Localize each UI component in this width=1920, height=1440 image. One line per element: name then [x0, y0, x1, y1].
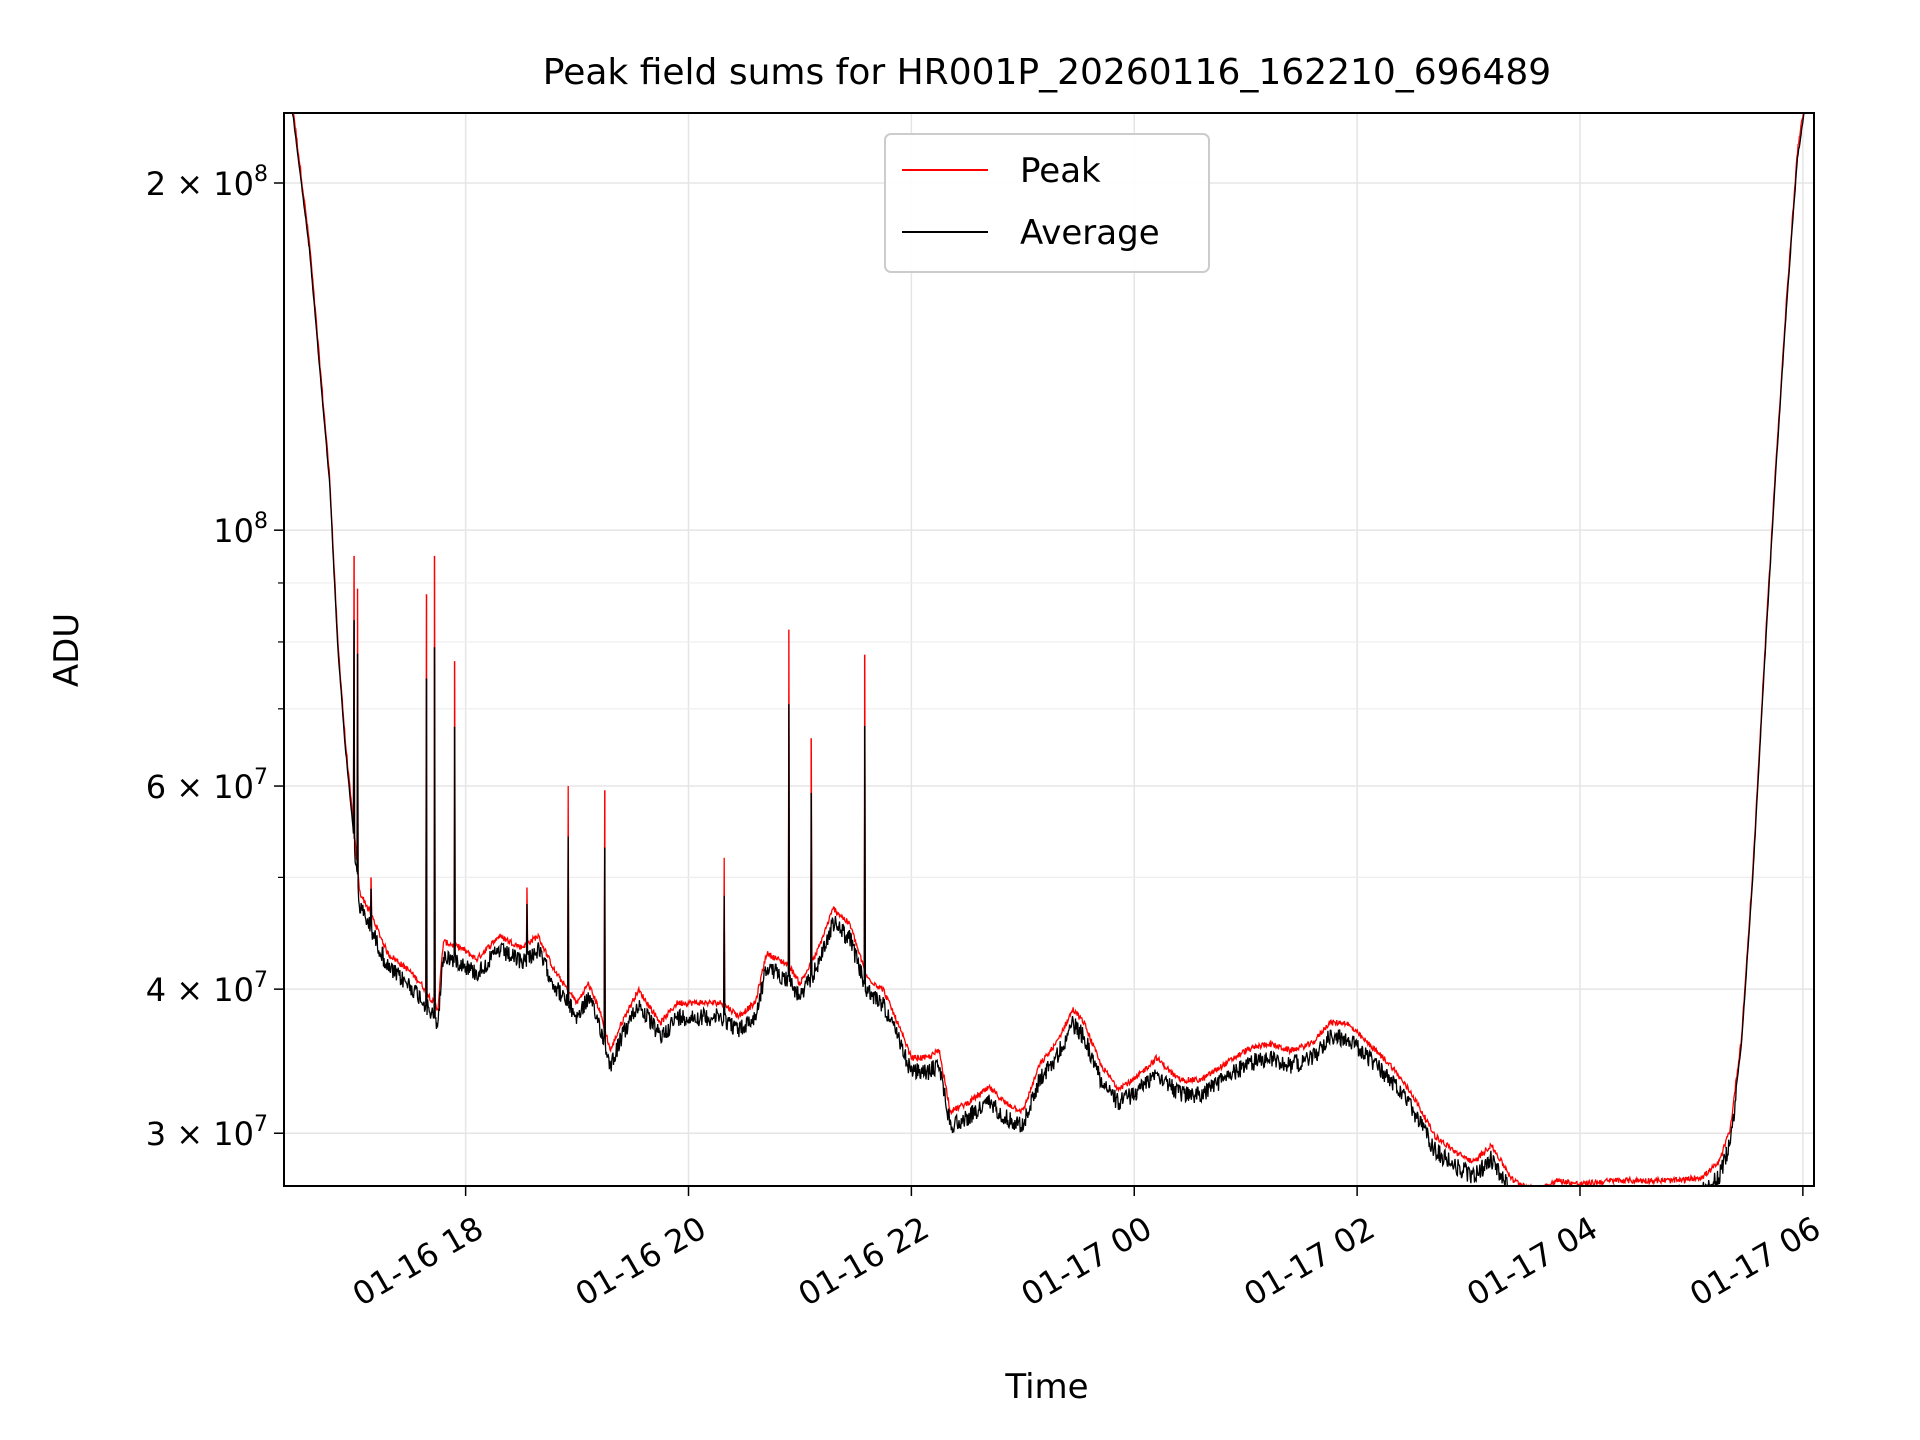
y-tick-label-base: 10 [213, 512, 254, 550]
legend-label-average: Average [1020, 213, 1160, 253]
legend: Peak Average [884, 133, 1210, 273]
legend-label-peak: Peak [1020, 151, 1101, 191]
y-tick-label: 4 × 107 [146, 968, 268, 1009]
series-layer [291, 113, 1805, 1186]
y-tick-label-base: 4 × 10 [146, 971, 254, 1009]
y-tick-label-base: 2 × 10 [146, 165, 254, 203]
y-tick-label: 108 [213, 509, 268, 550]
y-tick-label-exponent: 7 [254, 765, 268, 790]
y-tick-label-exponent: 8 [254, 509, 268, 534]
series-line-average [291, 113, 1805, 1186]
y-tick-label-base: 6 × 10 [146, 768, 254, 806]
legend-box [884, 133, 1210, 273]
gridlines [284, 113, 1814, 1186]
x-axis-label: Time [1004, 1367, 1088, 1407]
y-tick-label-exponent: 7 [254, 968, 268, 993]
y-tick-label: 3 × 107 [146, 1112, 268, 1153]
y-tick-label: 6 × 107 [146, 765, 268, 806]
y-axis-label: ADU [47, 613, 87, 687]
y-tick-label: 2 × 108 [146, 162, 268, 203]
y-tick-label-exponent: 8 [254, 162, 268, 187]
plot-frame [283, 112, 1815, 1187]
y-tick-label-base: 3 × 10 [146, 1115, 254, 1153]
y-tick-label-exponent: 7 [254, 1112, 268, 1137]
chart-title: Peak field sums for HR001P_20260116_1622… [543, 52, 1551, 93]
